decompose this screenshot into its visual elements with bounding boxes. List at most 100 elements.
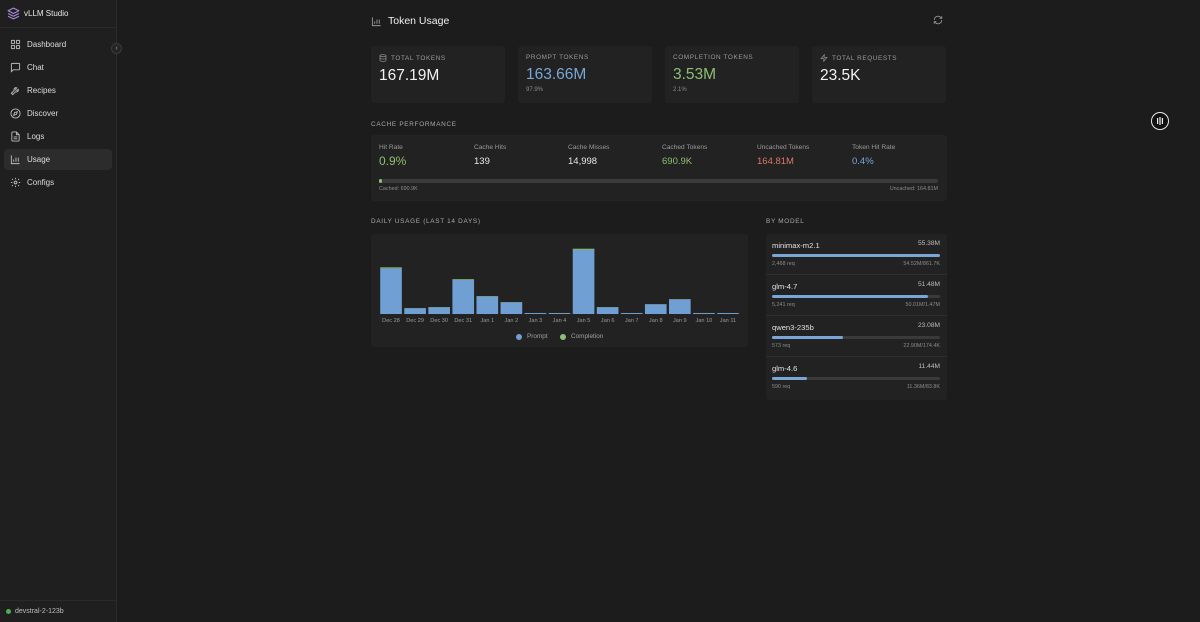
metric-value: 14,998 [568, 156, 598, 167]
metric-value: 0.4% [852, 156, 874, 167]
bar-completion[interactable] [380, 267, 402, 269]
model-name: glm-4.6 [772, 364, 798, 373]
by-model-section-title: By Model [766, 218, 805, 225]
bar-prompt[interactable] [693, 313, 715, 314]
bar-prompt[interactable] [669, 299, 691, 314]
stat-label-row: Prompt Tokens [526, 54, 644, 61]
model-bar [772, 254, 940, 257]
bar-prompt[interactable] [620, 313, 643, 314]
model-row[interactable]: minimax-m2.1 55.38M 2,468 req 54.52M/861… [766, 234, 947, 275]
sidebar-item-label: Chat [27, 63, 44, 72]
x-tick-label: Jan 5 [577, 318, 591, 324]
stat-value: 163.66M [526, 66, 587, 83]
document-icon [10, 131, 21, 142]
cached-footer: Cached: 690.9K [379, 186, 418, 192]
model-bar-fill [772, 377, 808, 380]
dashboard-icon [10, 39, 21, 50]
daily-usage-chart: Dec 28 Dec 29 Dec 30 Dec 31 Jan 1 Jan 2 Jan 3 J… [380, 248, 739, 324]
bar-chart-icon [371, 16, 382, 27]
x-tick-label: Jan 9 [673, 318, 687, 324]
x-tick-label: Jan 2 [505, 318, 519, 324]
page-title: Token Usage [388, 15, 450, 27]
x-tick-label: Jan 4 [553, 318, 567, 324]
bar-prompt[interactable] [548, 313, 571, 314]
sidebar-item-usage[interactable]: Usage [4, 149, 112, 170]
sidebar-item-recipes[interactable]: Recipes [4, 80, 112, 101]
cache-metric-cached-tokens: Cached Tokens 690.9K [662, 144, 707, 167]
sidebar-item-label: Dashboard [27, 40, 67, 49]
model-bar-fill [772, 254, 940, 257]
sidebar-item-chat[interactable]: Chat [4, 57, 112, 78]
bar-prompt[interactable] [476, 296, 499, 314]
x-tick-label: Jan 10 [696, 318, 713, 324]
stat-card-total-requests: Total Requests 23.5K [812, 46, 946, 103]
model-split: 54.52M/861.7K [903, 261, 940, 267]
collapse-sidebar-button[interactable]: ‹ [111, 43, 122, 54]
model-row[interactable]: glm-4.7 51.48M 5,241 req 50.01M/1.47M [766, 275, 947, 316]
bar-prompt[interactable] [404, 308, 426, 314]
bar-prompt[interactable] [596, 307, 619, 314]
sidebar-item-configs[interactable]: Configs [4, 172, 112, 193]
uncached-footer: Uncached: 164.81M [889, 186, 938, 192]
model-row[interactable]: glm-4.6 11.44M 590 req 11.36M/83.8K [766, 357, 947, 398]
cache-panel: Hit Rate 0.9% Cache Hits 139 Cache Misse… [371, 135, 947, 201]
metric-label: Token Hit Rate [852, 144, 896, 151]
bar-prompt[interactable] [500, 302, 523, 314]
metric-value: 164.81M [757, 156, 794, 167]
model-split: 50.01M/1.47M [905, 302, 940, 308]
model-total: 55.38M [918, 240, 940, 247]
wrench-icon [10, 85, 21, 96]
model-name: qwen3-235b [772, 323, 814, 332]
stat-label: Completion Tokens [673, 54, 754, 61]
model-name: glm-4.7 [772, 282, 798, 291]
model-bar [772, 377, 940, 380]
model-requests: 590 req [772, 384, 791, 390]
stat-card-prompt-tokens: Prompt Tokens 163.66M 97.9% [518, 46, 652, 103]
stat-label: Total Tokens [391, 54, 446, 62]
sidebar-item-dashboard[interactable]: Dashboard [4, 34, 112, 55]
bar-prompt[interactable] [380, 268, 402, 314]
stat-label: Total Requests [832, 54, 898, 62]
model-bar-fill [772, 336, 843, 339]
bar-completion[interactable] [452, 279, 475, 280]
bar-prompt[interactable] [644, 304, 667, 314]
x-tick-label: Jan 7 [625, 318, 639, 324]
gear-icon [10, 177, 21, 188]
stat-label-row: Completion Tokens [673, 54, 791, 61]
model-total: 51.48M [918, 281, 940, 288]
bar-prompt[interactable] [452, 280, 475, 314]
bar-prompt[interactable] [428, 307, 450, 314]
bar-prompt[interactable] [524, 313, 547, 314]
legend-prompt[interactable]: Prompt [516, 333, 548, 340]
chat-icon [10, 62, 21, 73]
sidebar-item-logs[interactable]: Logs [4, 126, 112, 147]
database-icon [379, 54, 387, 62]
bar-prompt[interactable] [572, 249, 595, 314]
model-status[interactable]: devstral-2-123b [0, 600, 116, 622]
stat-label-row: Total Requests [820, 54, 938, 62]
legend-label: Prompt [527, 333, 548, 340]
x-tick-label: Jan 11 [720, 318, 736, 324]
refresh-icon[interactable] [933, 15, 943, 25]
brand[interactable]: vLLM Studio [0, 0, 116, 28]
app-name: vLLM Studio [24, 9, 69, 18]
sidebar-item-discover[interactable]: Discover [4, 103, 112, 124]
bar-completion[interactable] [572, 248, 595, 250]
x-tick-label: Dec 30 [430, 318, 448, 324]
chevron-left-icon: ‹ [115, 45, 118, 52]
page-header: Token Usage [371, 13, 947, 29]
bar-prompt[interactable] [717, 313, 739, 314]
stat-card-completion-tokens: Completion Tokens 3.53M 2.1% [665, 46, 799, 103]
stat-value: 23.5K [820, 67, 861, 84]
active-model-name: devstral-2-123b [15, 608, 64, 615]
cache-metric-uncached-tokens: Uncached Tokens 164.81M [757, 144, 809, 167]
sidebar-item-label: Configs [27, 178, 55, 187]
layers-logo-icon [7, 7, 20, 20]
x-tick-label: Jan 6 [601, 318, 615, 324]
model-row[interactable]: qwen3-235b 23.08M 573 req 22.90M/174.4K [766, 316, 947, 357]
model-split: 11.36M/83.8K [906, 384, 940, 390]
pause-button[interactable] [1151, 112, 1169, 130]
sidebar-item-label: Logs [27, 132, 45, 141]
legend-completion[interactable]: Completion [560, 333, 603, 340]
cache-metric-token-hit-rate: Token Hit Rate 0.4% [852, 144, 895, 167]
